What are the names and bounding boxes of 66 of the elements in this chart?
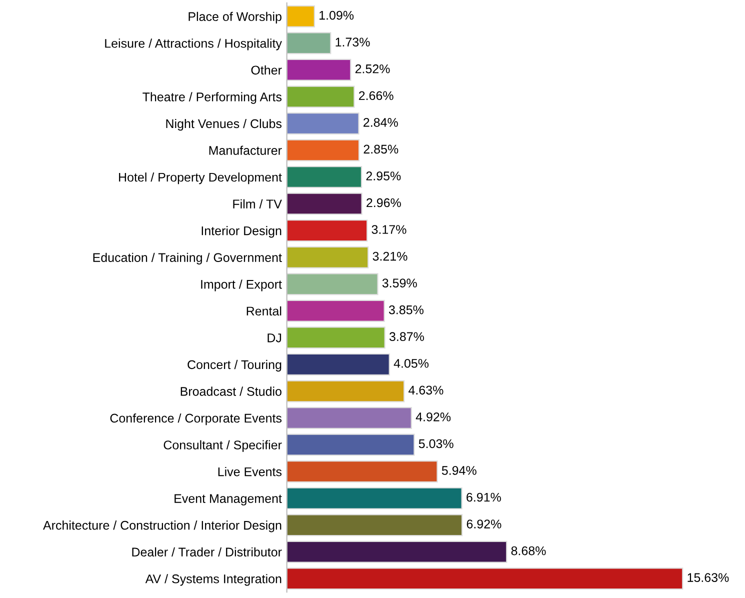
y-tick-label: Place of Worship — [188, 12, 282, 24]
data-label: 6.91% — [466, 492, 501, 502]
y-tick-label: Conference / Corporate Events — [110, 413, 282, 426]
y-tick-label: Film / TV — [233, 199, 282, 208]
data-label: 4.63% — [408, 386, 444, 395]
data-label: 1.73% — [336, 38, 370, 47]
y-tick-label: Hotel / Property Development — [119, 172, 282, 184]
data-label: 4.92% — [416, 412, 451, 422]
bar — [286, 32, 332, 54]
y-tick-label: Theatre / Performing Arts — [142, 92, 282, 104]
bar — [286, 192, 362, 215]
data-label: 3.85% — [388, 305, 424, 314]
bar — [286, 434, 415, 456]
y-tick-label: Leisure / Attractions / Hospitality — [105, 38, 282, 50]
data-label: 2.84% — [364, 118, 398, 127]
bar — [286, 460, 438, 483]
bar — [286, 406, 412, 429]
bar — [286, 487, 462, 510]
y-tick-label: Dealer / Trader / Distributor — [132, 547, 282, 557]
bar — [286, 220, 368, 242]
y-tick-label: Concert / Touring — [188, 360, 282, 372]
bar — [286, 166, 362, 188]
data-label: 1.09% — [320, 10, 354, 20]
y-tick-label: Other — [251, 65, 282, 75]
data-label: 15.63% — [688, 573, 729, 582]
y-tick-label: Live Events — [218, 467, 282, 476]
y-tick-label: Interior Design — [202, 226, 282, 238]
bar — [286, 273, 378, 296]
y-tick-label: Consultant / Specifier — [164, 440, 282, 452]
y-tick-label: Rental — [246, 306, 282, 316]
y-tick-label: Manufacturer — [209, 146, 282, 155]
data-label: 2.66% — [358, 91, 394, 100]
bar — [286, 5, 315, 28]
data-label: 8.68% — [511, 546, 546, 556]
data-label: 2.85% — [364, 144, 398, 154]
bar — [286, 58, 352, 81]
data-label: 3.17% — [372, 225, 406, 234]
y-tick-label: DJ — [268, 334, 282, 342]
data-label: 5.94% — [442, 466, 476, 475]
data-label: 4.05% — [394, 358, 429, 368]
y-tick-label: AV / Systems Integration — [145, 574, 282, 586]
data-label: 2.52% — [355, 64, 390, 74]
bar — [286, 326, 386, 349]
bar — [286, 568, 684, 590]
bar — [286, 246, 369, 268]
data-label: 3.59% — [382, 278, 417, 288]
data-label: 3.87% — [389, 332, 424, 342]
data-label: 2.96% — [366, 198, 401, 208]
bar — [286, 353, 390, 376]
y-tick-label: Architecture / Construction / Interior Design — [43, 520, 282, 532]
y-tick-label: Broadcast / Studio — [180, 386, 282, 396]
data-label: 3.21% — [372, 252, 408, 261]
y-tick-label: Event Management — [174, 494, 282, 506]
data-label: 6.92% — [466, 520, 502, 528]
bar — [286, 86, 355, 108]
bar — [286, 540, 508, 563]
data-label: 5.03% — [418, 439, 454, 448]
bar — [286, 380, 405, 402]
bar — [286, 139, 360, 162]
y-tick-label: Import / Export — [201, 280, 282, 292]
bar — [286, 112, 360, 134]
bar — [286, 300, 385, 322]
bar — [286, 514, 463, 536]
y-tick-label: Education / Training / Government — [93, 252, 282, 264]
y-tick-label: Night Venues / Clubs — [166, 118, 282, 131]
data-label: 2.95% — [366, 172, 401, 180]
